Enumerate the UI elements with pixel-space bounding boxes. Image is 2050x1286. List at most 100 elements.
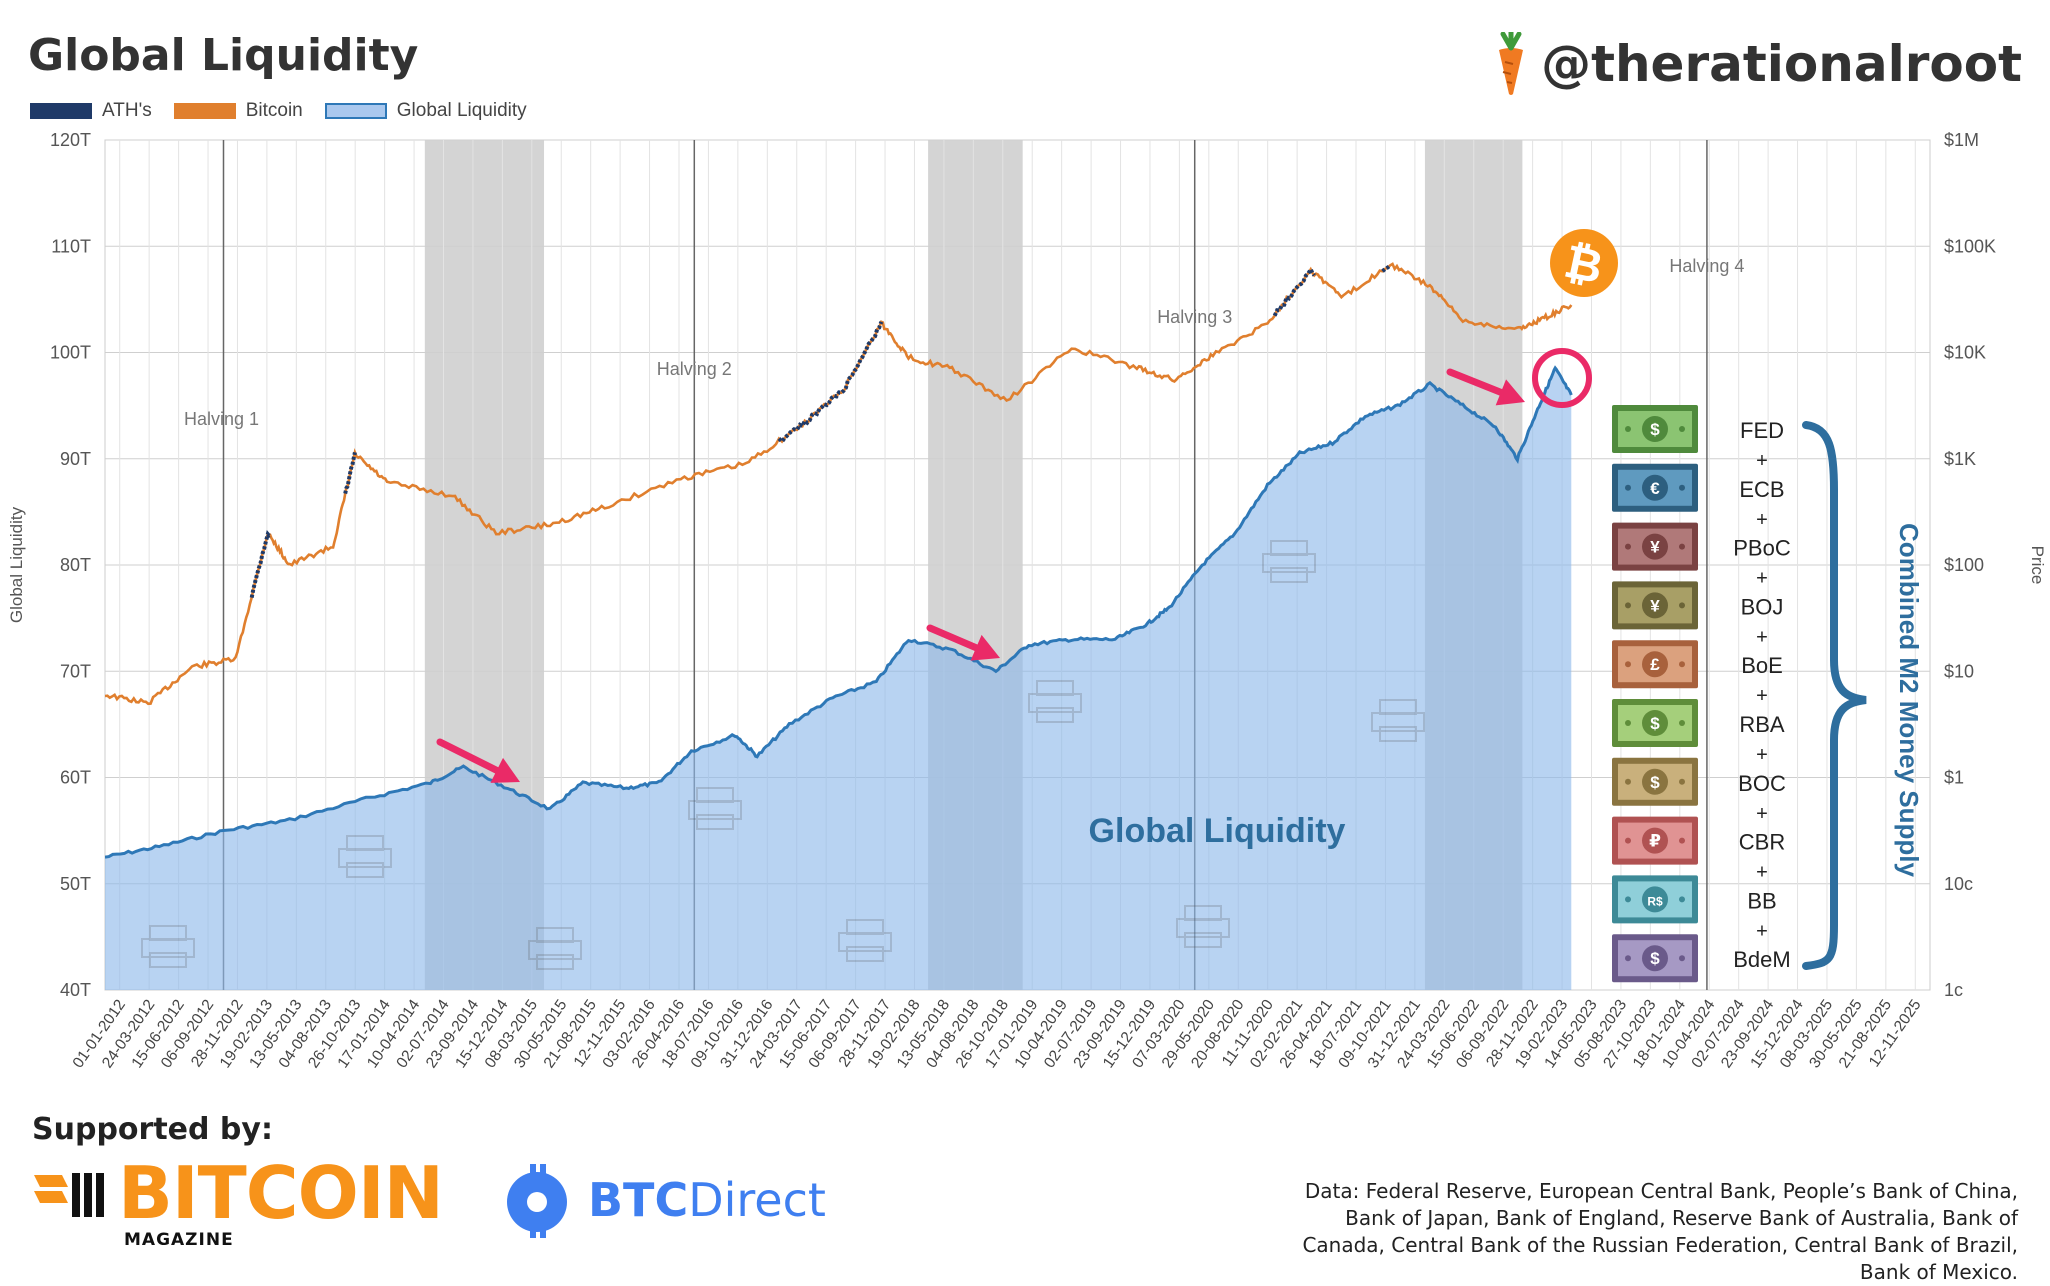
currency-symbol: $ — [1650, 949, 1660, 968]
bitcoin-magazine-logo[interactable]: BITCOIN MAGAZINE — [32, 1157, 444, 1250]
ath-segment-2 — [343, 451, 357, 495]
central-bank-label-bdem: BdeM — [1733, 947, 1790, 972]
central-bank-label-cbr: CBR — [1739, 830, 1785, 855]
central-bank-label-fed: FED — [1740, 418, 1784, 443]
y-tick-right: 1c — [1944, 980, 1963, 1000]
global-liquidity-line[interactable] — [105, 365, 1573, 859]
plus-sign: + — [1756, 509, 1768, 531]
red-arrow-2-shaft — [926, 624, 986, 654]
plus-sign: + — [1756, 862, 1768, 884]
ath-segment-3 — [777, 321, 884, 445]
printer-icon-body — [1176, 918, 1230, 938]
printer-icon-paper — [1270, 567, 1308, 583]
central-bank-label-boj: BOJ — [1741, 594, 1784, 619]
banknote-seal — [1642, 416, 1668, 442]
red-arrow-1 — [436, 738, 520, 783]
halving-label-1: Halving 1 — [184, 409, 259, 429]
printer-icon-body — [1262, 553, 1316, 573]
banknote-seal — [1642, 710, 1668, 736]
banknote-dot — [1679, 543, 1685, 550]
banknote-dot — [1625, 778, 1631, 785]
printer-icon — [1176, 905, 1230, 948]
printer-icon-paper — [696, 814, 734, 830]
currency-symbol: $ — [1650, 714, 1660, 733]
curly-brace — [1802, 421, 1867, 970]
legend-swatch-global-liquidity — [324, 103, 387, 119]
banknote-boc: $ — [1612, 757, 1698, 806]
m2-supply-label: Combined M2 Money Supply — [1894, 523, 1924, 877]
y-tick-left: 70T — [60, 661, 91, 681]
y-tick-right: $100K — [1944, 236, 1996, 256]
currency-symbol: ¥ — [1650, 538, 1660, 557]
red-arrow-3-shaft — [1446, 368, 1510, 398]
plus-sign: + — [1756, 744, 1768, 766]
bitcoin-logo-icon: ₿ — [1550, 229, 1618, 297]
central-bank-label-boe: BoE — [1741, 653, 1783, 678]
central-bank-label-rba: RBA — [1739, 712, 1785, 737]
banknote-ecb: € — [1612, 463, 1698, 512]
halving-label-4: Halving 4 — [1669, 256, 1744, 276]
banknote-dot — [1625, 955, 1631, 962]
data-source-note: Data: Federal Reserve, European Central … — [1302, 1179, 2018, 1284]
central-bank-label-boc: BOC — [1738, 771, 1786, 796]
banknote-seal — [1642, 592, 1668, 619]
legend-item-ath[interactable]: ATH's — [30, 100, 152, 122]
y-tick-left: 110T — [51, 236, 91, 256]
red-arrow-1-head — [490, 757, 520, 783]
global-liquidity-area — [105, 368, 1572, 990]
banknote-dot — [1679, 837, 1685, 844]
printer-icon-top — [149, 925, 187, 941]
banknote-dot — [1625, 661, 1631, 668]
printer-icon-top — [696, 787, 734, 803]
btc-direct-mark-icon — [507, 1164, 567, 1238]
banknote-dot — [1625, 896, 1631, 903]
printer-icon-paper — [1184, 932, 1222, 948]
printer-icon-body — [1371, 712, 1425, 732]
y-tick-right: $10 — [1944, 661, 1974, 681]
btc-direct-bold: BTC — [588, 1173, 689, 1227]
y-tick-left: 40T — [60, 980, 91, 1000]
author-handle: @therationalroot — [1541, 35, 2022, 93]
banknote-dot — [1625, 484, 1631, 491]
banknote-seal — [1642, 886, 1668, 913]
btc-direct-logo[interactable]: BTCDirect — [502, 1160, 826, 1240]
printer-icon-body — [688, 800, 742, 820]
halving-label-2: Halving 2 — [657, 359, 732, 379]
plus-sign: + — [1756, 450, 1768, 472]
legend-swatch-ath — [30, 103, 92, 119]
red-arrow-3 — [1446, 368, 1525, 406]
red-arrow-2-head — [970, 634, 1000, 661]
banknote-fed: $ — [1612, 405, 1698, 453]
legend-item-bitcoin[interactable]: Bitcoin — [173, 100, 303, 122]
currency-symbol: £ — [1650, 655, 1660, 674]
printer-icon-paper — [1036, 707, 1074, 723]
currency-symbol: R$ — [1647, 894, 1663, 908]
banknote-bdem: $ — [1612, 934, 1698, 983]
legend-label-ath: ATH's — [102, 100, 152, 121]
supported-by-label: Supported by: — [32, 1112, 273, 1147]
printer-icon — [1371, 699, 1425, 742]
page-title: Global Liquidity — [28, 30, 419, 81]
btc-direct-rest: Direct — [688, 1173, 826, 1227]
legend-swatch-bitcoin — [173, 103, 236, 119]
halving-label-3: Halving 3 — [1157, 307, 1232, 327]
banknote-seal — [1642, 768, 1668, 795]
plus-sign: + — [1756, 920, 1768, 942]
y-tick-right: 10c — [1944, 874, 1973, 894]
y-axis-left-label: Global Liquidity — [7, 506, 26, 623]
banknote-boj: ¥ — [1612, 581, 1698, 630]
ath-segment-1 — [249, 530, 272, 598]
banknote-dot — [1679, 955, 1685, 962]
y-tick-right: $100 — [1944, 555, 1984, 575]
printer-icon-paper — [1379, 726, 1417, 742]
banknote-seal — [1642, 533, 1668, 560]
currency-symbol: ₽ — [1649, 832, 1661, 851]
red-arrow-2 — [926, 624, 1000, 661]
carrot-icon — [1499, 32, 1524, 95]
banknote-dot — [1679, 720, 1685, 726]
legend-label-bitcoin: Bitcoin — [245, 100, 303, 121]
banknote-boe: £ — [1612, 640, 1698, 689]
y-tick-left: 50T — [60, 874, 91, 894]
banknote-pboc: ¥ — [1612, 522, 1698, 571]
legend-item-global-liquidity[interactable]: Global Liquidity — [324, 100, 527, 122]
